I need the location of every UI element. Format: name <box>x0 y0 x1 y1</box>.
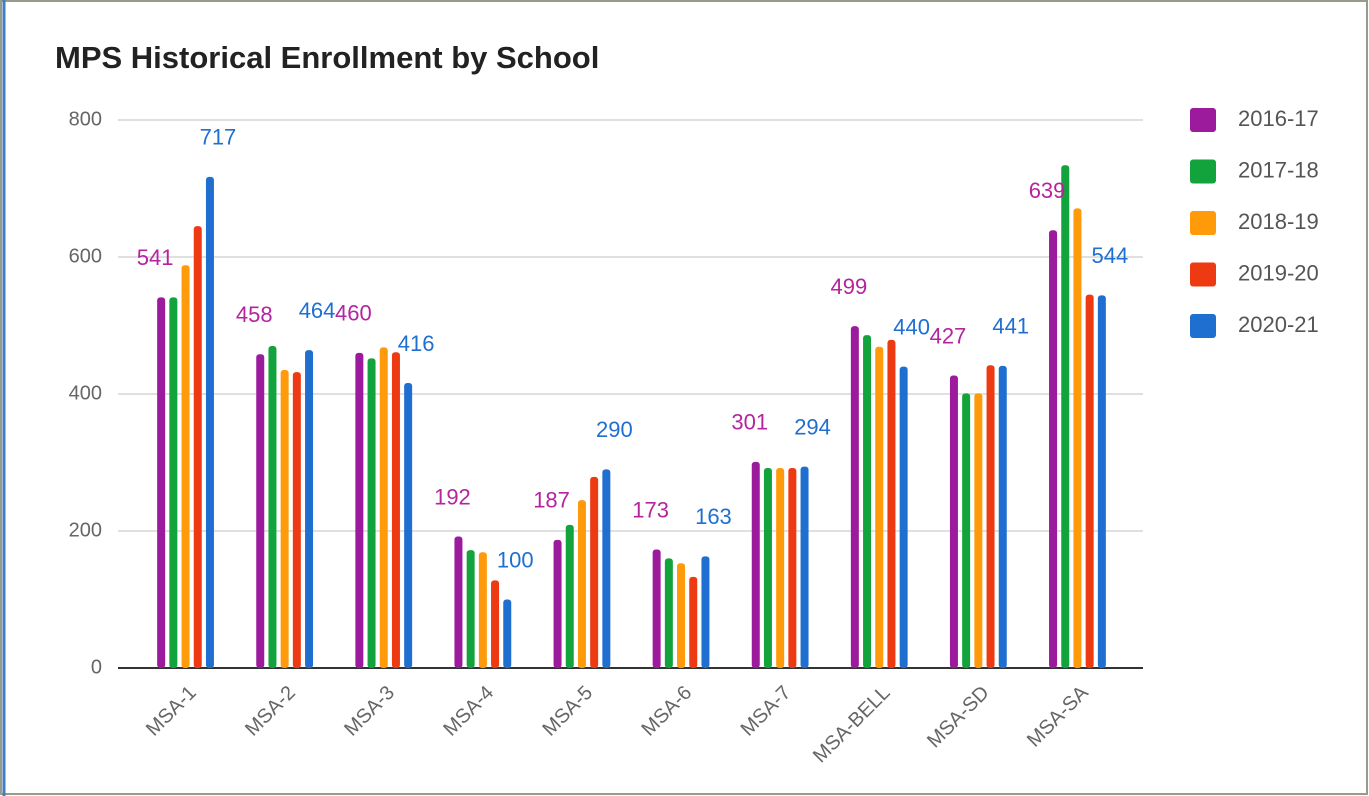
bar <box>689 576 698 668</box>
bar <box>268 346 277 668</box>
bar <box>292 372 301 668</box>
data-label: 192 <box>434 484 471 509</box>
data-label: 458 <box>236 302 273 327</box>
data-label: 294 <box>794 414 831 439</box>
bar <box>751 461 760 668</box>
y-tick-label: 800 <box>69 108 102 130</box>
y-tick-label: 600 <box>69 245 102 267</box>
data-label: 441 <box>992 314 1029 339</box>
bar <box>565 524 574 668</box>
bar <box>602 469 611 668</box>
bar <box>404 383 413 668</box>
bar <box>998 365 1007 668</box>
bar <box>590 476 599 668</box>
bar <box>652 549 661 668</box>
data-label: 639 <box>1029 178 1066 203</box>
chart-title: MPS Historical Enrollment by School <box>55 40 599 75</box>
bar <box>577 500 586 668</box>
bar <box>986 365 995 668</box>
bar <box>205 176 214 669</box>
data-label: 100 <box>497 547 534 572</box>
bar <box>1049 230 1058 668</box>
legend-swatch <box>1190 211 1216 235</box>
bar <box>466 550 475 668</box>
data-label: 290 <box>596 417 633 442</box>
data-label: 301 <box>731 410 768 435</box>
bar <box>677 563 686 668</box>
legend-label: 2018-19 <box>1238 209 1319 234</box>
legend-swatch <box>1190 262 1216 287</box>
legend-swatch <box>1190 108 1216 132</box>
legend-label: 2019-20 <box>1238 260 1319 285</box>
bar <box>367 358 376 668</box>
y-tick-label: 200 <box>69 519 102 541</box>
data-label: 499 <box>830 274 867 299</box>
bar <box>850 326 859 668</box>
bar <box>1061 165 1070 668</box>
bar <box>503 599 512 668</box>
bar <box>763 467 772 668</box>
bar <box>305 350 314 668</box>
bar <box>664 558 673 668</box>
data-label: 173 <box>632 497 669 522</box>
bar <box>899 366 908 668</box>
bar <box>256 354 265 668</box>
bar <box>391 352 400 668</box>
bar <box>491 580 500 668</box>
bar <box>949 375 958 668</box>
data-label: 544 <box>1091 243 1128 268</box>
data-label: 440 <box>893 314 930 339</box>
data-label: 427 <box>930 323 967 348</box>
bar <box>887 339 896 668</box>
data-label: 717 <box>200 125 237 150</box>
bar <box>776 467 785 668</box>
bar <box>701 556 710 668</box>
bar <box>962 393 971 668</box>
bar <box>800 466 809 668</box>
bar <box>1073 208 1082 669</box>
bar <box>169 297 178 668</box>
bar <box>553 539 562 668</box>
y-tick-label: 400 <box>69 382 102 404</box>
legend-swatch <box>1190 314 1216 338</box>
bar <box>1097 295 1106 668</box>
data-label: 460 <box>335 301 372 326</box>
bar <box>1085 294 1094 668</box>
bar <box>181 265 190 668</box>
data-label: 416 <box>398 331 435 356</box>
bar <box>454 536 463 668</box>
bar <box>355 352 364 668</box>
y-tick-label: 0 <box>91 656 102 678</box>
bar <box>478 552 487 668</box>
data-label: 464 <box>299 298 336 323</box>
bar <box>788 467 797 668</box>
bar <box>379 347 388 668</box>
data-label: 541 <box>137 245 174 270</box>
legend-swatch <box>1190 159 1216 184</box>
bar <box>863 335 872 668</box>
legend-label: 2017-18 <box>1238 157 1319 182</box>
bar <box>875 346 884 668</box>
legend-label: 2020-21 <box>1238 312 1319 337</box>
bar <box>193 226 202 669</box>
bar <box>280 370 289 668</box>
legend-label: 2016-17 <box>1238 106 1319 131</box>
data-label: 163 <box>695 504 732 529</box>
bar <box>157 297 166 668</box>
bar <box>974 393 983 668</box>
data-label: 187 <box>533 488 570 513</box>
